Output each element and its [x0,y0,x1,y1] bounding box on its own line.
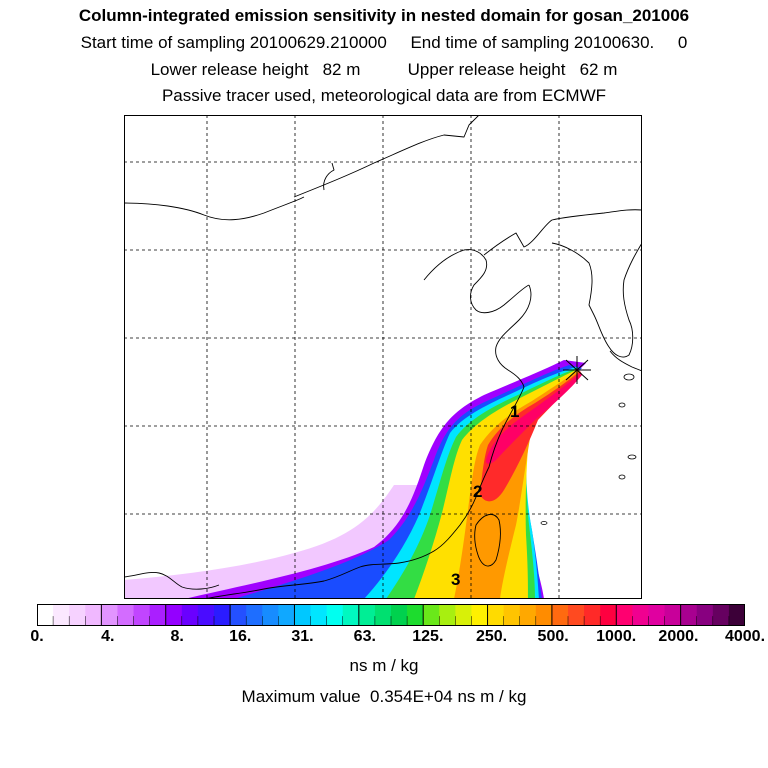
colorbar-units: ns m / kg [349,656,419,675]
colorbar-segment [407,604,424,626]
colorbar-segment [85,604,102,626]
island-outline [618,474,626,480]
colorbar-segment [423,604,440,626]
colorbar-tick-label: 0. [30,628,44,645]
plume-red-layer [480,371,582,502]
korea-coast [551,242,642,358]
kyushu-coast [609,350,642,372]
plume-core-layer [485,373,582,464]
colorbar-segment [728,604,746,626]
sensitivity-map: 1 2 3 [124,115,642,599]
colorbar-segment [374,604,392,626]
colorbar-segment [246,604,263,626]
colorbar-segment [696,604,714,626]
islands [540,373,637,525]
coastlines [124,115,642,599]
island-outline [627,454,637,460]
colorbar-segment [471,604,489,626]
island-outline [618,402,626,408]
colorbar-segment [664,604,682,626]
colorbar-segment [326,604,344,626]
inner-border-line [124,196,305,221]
colorbar-frame [37,604,745,626]
colorbar-tick-label: 1000. [596,628,637,645]
colorbar-segment [181,604,199,626]
taiwan-coast [474,514,501,567]
colorbar-segment [519,604,537,626]
bohai-coast [423,249,530,314]
colorbar-tick-label: 2000. [658,628,699,645]
figure-title: Column-integrated emission sensitivity i… [78,6,690,25]
colorbar-tick-label: 500. [537,628,569,645]
colorbar-segment [262,604,279,626]
colorbar-tick-label: 31. [291,628,314,645]
colorbar-segment [101,604,119,626]
colorbar-segment [165,604,183,626]
release-height-line: Lower release height 82 m Upper release … [150,60,618,79]
maximum-value-line: Maximum value 0.354E+04 ns m / kg [241,687,527,706]
colorbar-tick-label: 63. [353,628,376,645]
colorbar-tick-label: 4. [101,628,115,645]
release-site-star-icon [563,356,591,384]
colorbar-segment [487,604,505,626]
colorbar-segment [69,604,86,626]
colorbar-segment [197,604,215,626]
northern-border-line [293,115,480,198]
colorbar-graphic [37,604,746,626]
colorbar-segment [600,604,617,626]
colorbar-segment [455,604,473,626]
colorbar-segment [358,604,376,626]
colorbar-segment [342,604,360,626]
colorbar-segment [568,604,585,626]
graticule [124,115,642,599]
hainan-coast [124,572,220,590]
colorbar-segment [310,604,328,626]
colorbar-segment [584,604,601,626]
colorbar-segment [37,604,54,626]
colorbar-segment [680,604,698,626]
colorbar-tick-label: 4000. [724,628,766,645]
colorbar-tick-label: 16. [229,628,252,645]
map-frame [124,115,642,599]
colorbar-segment [133,604,151,626]
colorbar-tick-label: 250. [475,628,508,645]
tracer-info-line: Passive tracer used, meteorological data… [161,86,607,105]
colorbar-segment [503,604,521,626]
china-east-coast [203,284,532,599]
sampling-time-line: Start time of sampling 20100629.210000 E… [80,33,688,52]
colorbar-segment [632,604,650,626]
colorbar-segment [149,604,167,626]
island-outline [623,373,635,381]
colorbar-segment [616,604,633,626]
colorbar-segment [117,604,135,626]
colorbar-tick-label: 125. [412,628,444,645]
emission-plume [124,360,586,599]
colorbar-segment [712,604,730,626]
manchuria-border-line [483,209,642,256]
colorbar-segment [551,604,569,626]
colorbar-segment [648,604,666,626]
colorbar-segment [214,604,231,626]
colorbar-tick-label: 8. [170,628,184,645]
colorbar-segment [535,604,553,626]
trajectory-label-1: 1 [510,402,519,421]
colorbar-segment [278,604,296,626]
plume-orange-layer [454,370,580,599]
colorbar-segment [230,604,247,626]
colorbar-segment [53,604,70,626]
island-outline [540,521,548,525]
colorbar-segment [439,604,456,626]
colorbar-segment [391,604,408,626]
colorbar-segment [294,604,312,626]
trajectory-label-3: 3 [451,570,460,589]
trajectory-label-2: 2 [473,482,482,501]
colorbar [37,604,746,626]
mongolia-border-line [323,162,335,191]
